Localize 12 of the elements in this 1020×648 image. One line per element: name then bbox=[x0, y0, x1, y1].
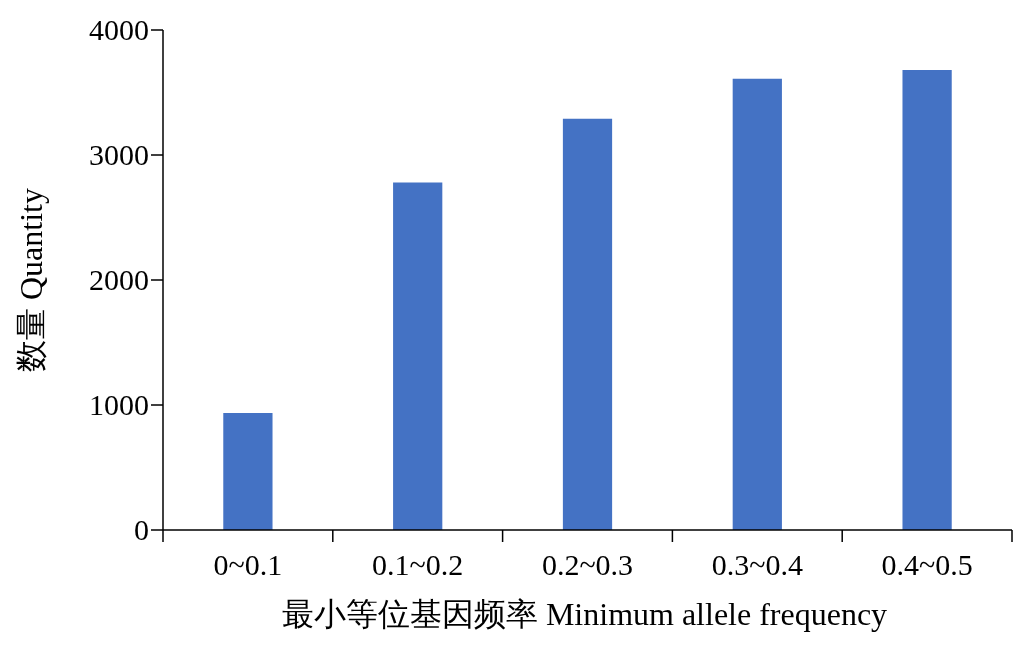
y-tick-label: 4000 bbox=[89, 13, 149, 46]
y-axis-title: 数量 Quantity bbox=[13, 188, 49, 372]
x-tick-label: 0.1~0.2 bbox=[372, 548, 464, 581]
y-tick-label: 0 bbox=[134, 513, 149, 546]
x-tick-label: 0.4~0.5 bbox=[881, 548, 973, 581]
x-tick-label: 0~0.1 bbox=[213, 548, 283, 581]
x-tick-label: 0.3~0.4 bbox=[711, 548, 803, 581]
x-tick-label: 0.2~0.3 bbox=[541, 548, 634, 581]
y-tick-label: 3000 bbox=[89, 138, 149, 171]
y-tick-label: 1000 bbox=[89, 388, 149, 421]
y-tick-label: 2000 bbox=[89, 263, 149, 296]
x-axis-title: 最小等位基因频率 Minimum allele frequency bbox=[281, 596, 888, 632]
